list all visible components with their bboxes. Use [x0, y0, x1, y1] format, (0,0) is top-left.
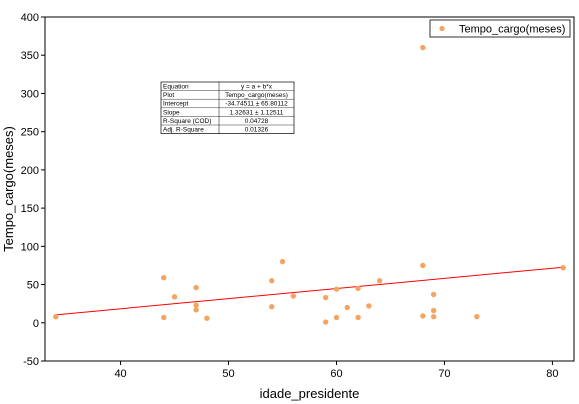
data-point — [193, 284, 199, 291]
data-point — [560, 265, 566, 271]
data-point — [269, 304, 275, 310]
stats-table-value: y = a + b*x — [241, 84, 273, 91]
data-point — [430, 307, 437, 314]
data-point — [322, 294, 329, 301]
data-point — [430, 291, 437, 298]
y-tick-label: 300 — [21, 88, 39, 100]
data-point — [344, 304, 350, 311]
data-point — [279, 258, 286, 265]
y-tick-label: -50 — [23, 356, 39, 368]
stats-table-value: -34.74511 ± 65.80112 — [225, 101, 288, 108]
x-tick-label: 80 — [546, 368, 558, 380]
stats-table-value: 0.01326 — [245, 127, 269, 134]
legend: Tempo_cargo(meses) — [429, 19, 571, 38]
data-point — [193, 307, 199, 313]
stats-table-key: Equation — [163, 84, 189, 91]
y-tick-label: 250 — [21, 127, 39, 139]
stats-table-key: Intercept — [163, 101, 188, 108]
data-point — [333, 314, 340, 321]
data-point — [420, 262, 426, 269]
data-point — [322, 319, 329, 325]
legend-label: Tempo_cargo(meses) — [459, 24, 565, 36]
data-point — [269, 278, 275, 284]
data-point — [161, 314, 167, 321]
x-tick-label: 70 — [438, 368, 450, 380]
plot-area — [44, 16, 575, 362]
stats-table-key: R-Square (COD) — [163, 118, 211, 125]
y-tick-label: 50 — [27, 280, 39, 292]
stats-table-key: Plot — [163, 92, 174, 99]
data-point — [161, 274, 167, 281]
data-point — [171, 294, 178, 300]
stats-table-value: Tempo_cargo(meses) — [225, 92, 288, 99]
y-axis: -50 0 50 100 150 200 250 300 350 400 — [21, 12, 45, 368]
data-point — [290, 293, 297, 299]
x-tick-label: 50 — [222, 368, 234, 380]
stats-table-value: 1.32631 ± 1.12511 — [230, 109, 284, 116]
data-point — [53, 313, 59, 320]
stats-table-key: Slope — [163, 109, 180, 116]
y-tick-label: 350 — [21, 50, 39, 62]
y-tick-label: 200 — [21, 165, 39, 177]
data-point — [430, 313, 437, 320]
legend-box — [429, 19, 571, 38]
data-point — [376, 278, 383, 284]
stats-table-value: 0.04728 — [245, 118, 269, 125]
regression-stats-table: Equation y = a + b*x Plot Tempo_cargo(meses… — [160, 81, 295, 134]
plot-frame — [44, 16, 575, 362]
data-point — [193, 302, 199, 308]
data-point — [204, 315, 210, 321]
stats-table-key: Adj. R-Square — [163, 127, 204, 134]
x-tick-label: 40 — [114, 368, 126, 380]
data-point — [474, 313, 480, 320]
data-point — [333, 286, 340, 292]
data-point — [366, 303, 372, 309]
x-axis-title: idade_presidente — [260, 386, 360, 401]
data-points — [53, 44, 566, 325]
regression-line — [55, 266, 564, 316]
y-tick-label: 150 — [21, 203, 39, 215]
y-tick-label: 0 — [33, 318, 39, 330]
data-point — [420, 44, 426, 51]
legend-marker — [439, 25, 445, 32]
y-tick-label: 100 — [21, 241, 39, 253]
x-axis: 40 50 60 70 80 — [114, 361, 559, 380]
x-tick-label: 60 — [330, 368, 342, 380]
data-point — [355, 314, 361, 321]
data-point — [355, 285, 361, 292]
y-axis-title: Tempo_cargo(meses) — [1, 126, 16, 252]
y-tick-label: 400 — [21, 12, 39, 24]
data-point — [420, 313, 426, 319]
